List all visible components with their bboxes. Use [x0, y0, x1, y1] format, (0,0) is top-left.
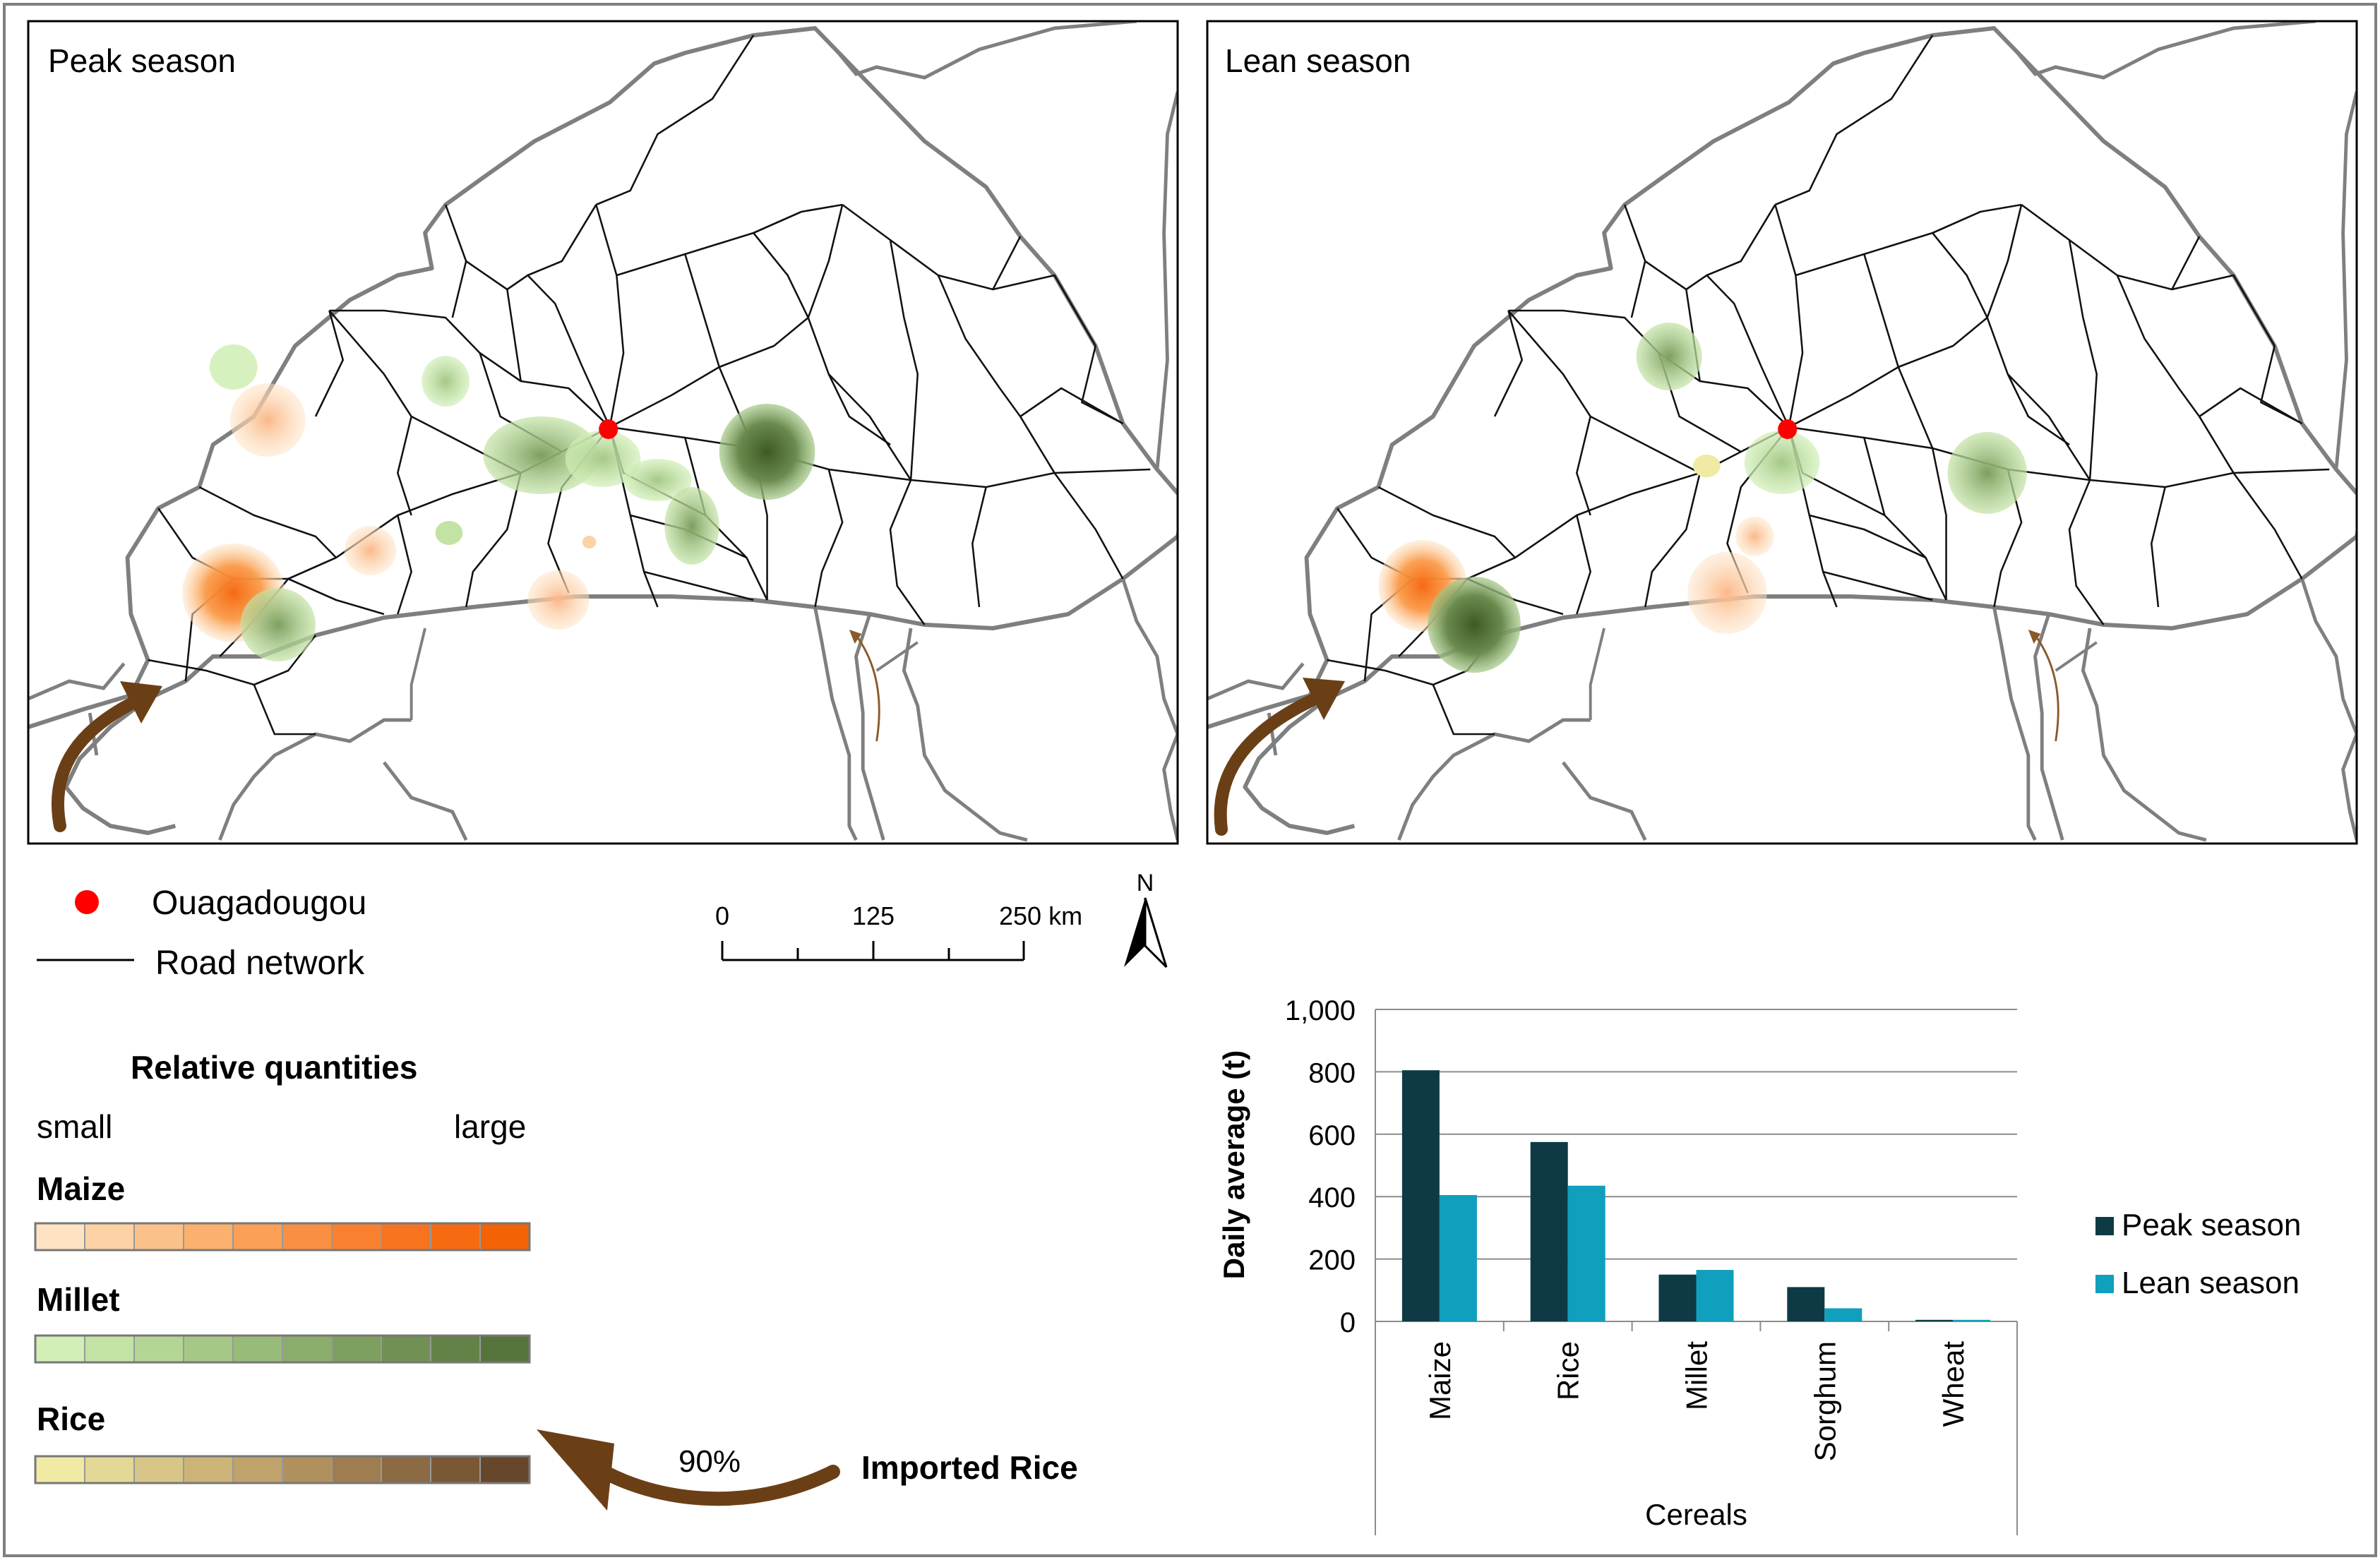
figure-border [3, 3, 2377, 1557]
bar-maize-peak [1401, 1070, 1440, 1321]
peak-season-map [27, 20, 1179, 845]
rice-label: Rice [37, 1400, 105, 1437]
maize-ramp-cell [430, 1223, 481, 1251]
maize-ramp-cell [282, 1223, 333, 1251]
import-arrow-lean [1214, 685, 1337, 836]
x-axis-title: Cereals [1645, 1498, 1747, 1531]
millet-ramp-cell [232, 1335, 283, 1363]
millet-ramp-cell [331, 1335, 382, 1363]
bar-rice-peak [1530, 1141, 1568, 1321]
rice-ramp-border [34, 1455, 531, 1484]
import-arrowhead-lean [1303, 678, 1345, 720]
rice-ramp-cell [381, 1456, 431, 1484]
ouagadougou-marker-lean [1778, 419, 1798, 439]
x-category-label: Sorghum [1808, 1341, 1841, 1461]
bar-wheat-lean [1953, 1319, 1991, 1321]
bar-sorghum-peak [1787, 1287, 1825, 1321]
y-tick-label: 1,000 [1285, 995, 1356, 1026]
rice-ramp-cell [282, 1456, 333, 1484]
maize-label: Maize [37, 1170, 125, 1207]
bar-sorghum-lean [1824, 1308, 1862, 1321]
millet-ramp-cell [133, 1335, 184, 1363]
millet-ramp-cell [84, 1335, 135, 1363]
import-percent: 90% [678, 1444, 741, 1479]
x-category-label: Wheat [1937, 1341, 1970, 1427]
maize-ramp-cell [133, 1223, 184, 1251]
millet-ramp-cell [381, 1335, 431, 1363]
legend-swatch-lean [2095, 1275, 2114, 1293]
lean-production-blobs [1378, 323, 2027, 673]
rice-ramp-cell [430, 1456, 481, 1484]
y-tick-label: 400 [1308, 1182, 1356, 1213]
maize-ramp-border [34, 1222, 531, 1252]
millet-ramp-cell [479, 1335, 530, 1363]
y-tick-label: 600 [1308, 1120, 1356, 1151]
maize-ramp-cell [35, 1223, 85, 1251]
maize-ramp-cell [479, 1223, 530, 1251]
import-arrow-peak [51, 689, 155, 832]
rice-ramp-cell [183, 1456, 234, 1484]
import-arrowhead-peak [120, 681, 162, 724]
x-category-label: Rice [1552, 1341, 1585, 1400]
rice-color-ramp [34, 1455, 531, 1484]
large-label: large [454, 1108, 526, 1145]
millet-ramp-cell [183, 1335, 234, 1363]
road-legend-label: Road network [155, 944, 365, 982]
lean-season-map [1206, 20, 2358, 845]
lean-map-frame [1206, 20, 2358, 845]
x-category-label: Maize [1423, 1341, 1457, 1420]
millet-label: Millet [37, 1281, 120, 1318]
y-tick-label: 0 [1340, 1307, 1356, 1338]
millet-ramp-border [34, 1334, 531, 1364]
capital-legend-marker [75, 890, 99, 914]
imported-rice-arrowhead [537, 1429, 614, 1511]
rice-ramp-cell [479, 1456, 530, 1484]
millet-ramp-cell [282, 1335, 333, 1363]
peak-production-blobs [182, 344, 815, 661]
bar-wheat-peak [1915, 1319, 1954, 1321]
x-category-label: Millet [1680, 1341, 1714, 1410]
scale-label-250: 250 km [999, 901, 1082, 930]
ouagadougou-marker [599, 419, 618, 439]
y-axis-title: Daily average (t) [1217, 1050, 1250, 1279]
rice-ramp-cell [84, 1456, 135, 1484]
scale-label-125: 125 [852, 901, 895, 930]
y-tick-label: 800 [1308, 1057, 1356, 1088]
small-label: small [37, 1108, 112, 1145]
rice-ramp-cell [331, 1456, 382, 1484]
maize-ramp-cell [381, 1223, 431, 1251]
bar-maize-lean [1439, 1194, 1477, 1321]
maize-ramp-cell [84, 1223, 135, 1251]
capital-legend-label: Ouagadougou [152, 884, 366, 922]
lean-map-title: Lean season [1225, 42, 1411, 79]
y-tick-label: 200 [1308, 1245, 1356, 1276]
legend-swatch-peak [2095, 1217, 2114, 1235]
maize-ramp-cell [331, 1223, 382, 1251]
bar-millet-lean [1696, 1270, 1734, 1321]
peak-map-frame [27, 20, 1179, 845]
rice-ramp-cell [35, 1456, 85, 1484]
scale-label-0: 0 [715, 901, 729, 930]
maize-ramp-cell [232, 1223, 283, 1251]
bar-rice-lean [1567, 1185, 1605, 1321]
legend-label-peak: Peak season [2122, 1208, 2301, 1242]
rice-ramp-cell [232, 1456, 283, 1484]
rice-ramp-cell [133, 1456, 184, 1484]
peak-map-title: Peak season [48, 42, 236, 79]
millet-ramp-cell [35, 1335, 85, 1363]
maize-ramp-cell [183, 1223, 234, 1251]
millet-color-ramp [34, 1334, 531, 1364]
cereals-bar-chart: 1,000 800 600 400 200 0 Maize Rice Millet Sorghum… [1217, 995, 2301, 1535]
north-arrow-icon [1124, 897, 1168, 968]
bar-millet-peak [1658, 1274, 1697, 1321]
millet-ramp-cell [430, 1335, 481, 1363]
imported-rice-label: Imported Rice [861, 1449, 1078, 1486]
quantities-title: Relative quantities [131, 1049, 417, 1086]
legend-label-lean: Lean season [2122, 1266, 2300, 1300]
north-label: N [1137, 870, 1154, 896]
imported-rice-arrow [579, 1454, 840, 1506]
scale-bar [721, 941, 1025, 961]
maize-color-ramp [34, 1222, 531, 1252]
